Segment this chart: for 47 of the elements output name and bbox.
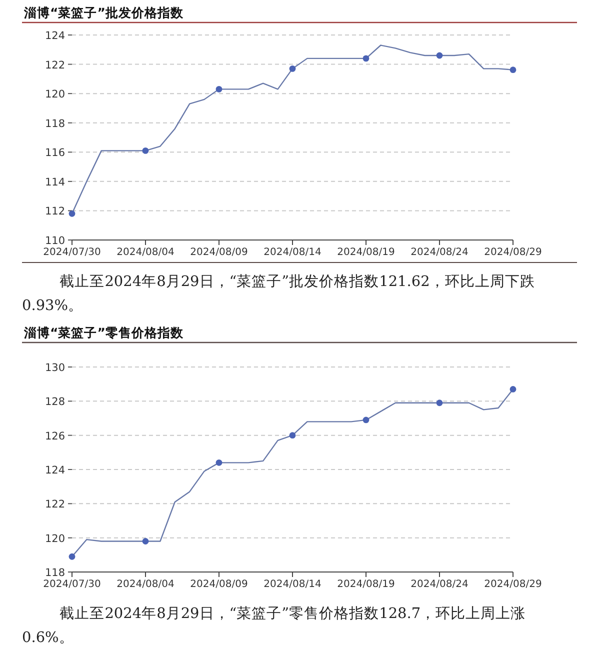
- point: [510, 386, 516, 392]
- x-tick-label: 2024/08/24: [410, 579, 468, 590]
- y-tick-label: 124: [44, 464, 66, 476]
- y-tick-label: 120: [44, 88, 65, 101]
- x-tick-label: 2024/08/24: [410, 247, 468, 258]
- point: [142, 147, 149, 154]
- x-tick-label: 2024/07/30: [43, 247, 101, 258]
- x-tick-label: 2024/08/09: [190, 247, 248, 258]
- y-tick-label: 120: [44, 532, 65, 545]
- x-tick-label: 2024/08/09: [190, 579, 248, 590]
- y-tick-label: 110: [44, 235, 65, 247]
- point: [142, 538, 149, 544]
- point: [436, 400, 443, 406]
- point: [216, 86, 222, 92]
- y-tick-label: 126: [44, 430, 66, 442]
- y-tick-label: 118: [44, 567, 65, 579]
- x-tick-label: 2024/07/30: [43, 579, 101, 590]
- point: [68, 210, 76, 217]
- x-tick-label: 2024/08/04: [116, 579, 174, 590]
- x-tick-label: 2024/08/04: [116, 247, 174, 258]
- x-tick-label: 2024/08/29: [484, 247, 542, 258]
- point: [289, 65, 296, 72]
- y-tick-label: 118: [44, 118, 65, 130]
- x-tick-label: 2024/08/29: [484, 579, 542, 590]
- x-tick-label: 2024/08/14: [264, 579, 322, 590]
- y-tick-label: 128: [44, 396, 65, 408]
- point: [68, 553, 76, 560]
- point: [362, 55, 370, 62]
- y-tick-label: 122: [44, 498, 65, 511]
- text: 截止至2024年8月29日，“菜篮子”批发价格指数121.62，环比上周下跌0.93%。: [22, 273, 536, 316]
- chart-title: 淄博“菜篮子”批发价格指数: [23, 5, 184, 20]
- y-tick-label: 130: [44, 362, 65, 374]
- chart-title: 淄博“菜篮子”零售价格指数: [23, 325, 184, 340]
- point: [510, 66, 516, 74]
- x-tick-label: 2024/08/14: [264, 247, 322, 258]
- point: [289, 432, 296, 439]
- y-tick-label: 114: [44, 176, 66, 188]
- y-tick-label: 124: [44, 30, 66, 42]
- point: [216, 459, 222, 466]
- point: [362, 416, 370, 424]
- y-tick-label: 122: [44, 59, 65, 72]
- text: 截止至2024年8月29日，“菜篮子”零售价格指数128.7，环比上周上涨0.6%。: [22, 605, 527, 648]
- x-tick-label: 2024/08/19: [337, 579, 395, 590]
- x-tick-label: 2024/08/19: [337, 247, 395, 258]
- y-tick-label: 112: [44, 206, 65, 218]
- point: [436, 52, 443, 59]
- y-tick-label: 116: [44, 147, 66, 160]
